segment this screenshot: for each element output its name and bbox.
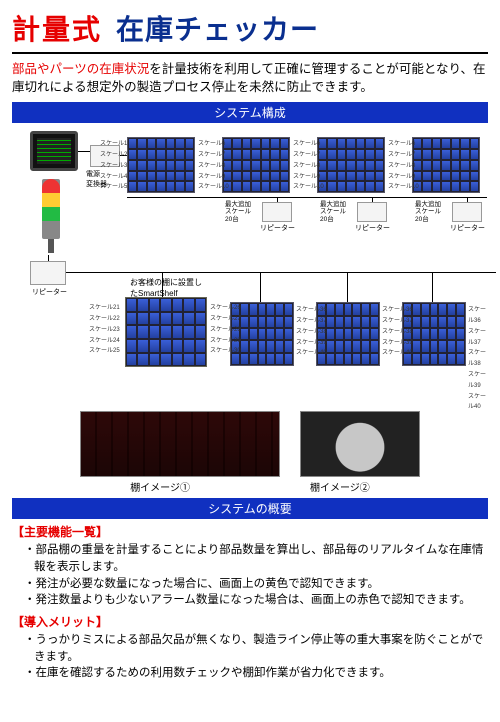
repeater-label: リピーター	[355, 223, 390, 233]
repeater-icon	[357, 202, 387, 222]
merit-item: うっかりミスによる部品欠品が無くなり、製造ライン停止等の重大事案を防ぐことができ…	[18, 632, 488, 665]
scale-labels: スケール36スケール37スケール38スケール39スケール40	[382, 305, 413, 359]
repeater-icon	[452, 202, 482, 222]
smartshelf-unit	[125, 297, 207, 367]
shelf-unit	[127, 137, 195, 193]
scale-labels: スケール21スケール22スケール23スケール24スケール25	[89, 303, 120, 357]
shelf-photo-1	[80, 411, 280, 477]
wire	[78, 151, 90, 152]
repeater-label: リピーター	[450, 223, 485, 233]
scale-labels: スケール6スケール7スケール8スケール9スケール10	[198, 139, 229, 193]
shelf-unit	[317, 137, 385, 193]
feature-item: 発注数量よりも少ないアラーム数量になった場合は、画面上の赤色で認知できます。	[18, 592, 488, 609]
repeater-icon	[30, 261, 66, 285]
wire	[432, 272, 433, 302]
title-part1: 計量式	[12, 8, 102, 48]
features-heading: 【主要機能一覧】	[12, 523, 488, 540]
wire	[260, 272, 261, 302]
add-label: 最大追加 スケール 20台	[225, 201, 251, 222]
merits-heading: 【導入メリット】	[12, 613, 488, 630]
shelf-unit	[412, 137, 480, 193]
smartshelf-caption: お客様の棚に設置し たSmartShelf	[130, 277, 202, 299]
wire	[127, 197, 487, 198]
scale-labels: スケール36スケール37スケール38スケール39スケール40	[296, 305, 327, 359]
merit-item: 在庫を確認するための利用数チェックや棚卸作業が省力化できます。	[18, 665, 488, 682]
feature-item: 発注が必要な数量になった場合に、画面上の黄色で認知できます。	[18, 576, 488, 593]
features-list: 部品棚の重量を計量することにより部品数量を算出し、部品毎のリアルタイムな在庫情報…	[12, 542, 488, 609]
scale-labels: スケール1スケール2スケール3スケール4スケール5	[100, 139, 127, 193]
scale-labels: スケール6スケール7スケール8スケール9スケール10	[293, 139, 324, 193]
section-bar-config: システム構成	[12, 102, 488, 123]
monitor-icon	[30, 131, 78, 171]
title-underline	[12, 52, 488, 54]
signal-tower-icon	[42, 179, 60, 239]
add-label: 最大追加 スケール 20台	[320, 201, 346, 222]
title-part2: 在庫チェッカー	[116, 8, 319, 48]
add-label: 最大追加 スケール 20台	[415, 201, 441, 222]
repeater-icon	[262, 202, 292, 222]
photo-label-2: 棚イメージ②	[310, 479, 370, 494]
scale-labels: スケール6スケール7スケール8スケール9スケール10	[388, 139, 419, 193]
section-bar-overview: システムの概要	[12, 498, 488, 519]
scale-labels: スケール26スケール27スケール28スケール29スケール30	[210, 303, 241, 357]
merits-list: うっかりミスによる部品欠品が無くなり、製造ライン停止等の重大事案を防ぐことができ…	[12, 632, 488, 682]
title: 計量式 在庫チェッカー	[12, 8, 488, 48]
tower-pole	[48, 239, 54, 253]
intro-emphasis: 部品やパーツの在庫状況	[12, 62, 149, 76]
repeater-label: リピーター	[32, 287, 67, 297]
shelf-unit	[222, 137, 290, 193]
repeater-label: リピーター	[260, 223, 295, 233]
system-diagram: 電源 変換器 スケール1スケール2スケール3スケール4スケール5 スケール6スケ…	[12, 127, 488, 407]
scale-labels: スケール36スケール37スケール38スケール39スケール40	[468, 305, 488, 413]
photo-label-1: 棚イメージ①	[130, 479, 190, 494]
intro-text: 部品やパーツの在庫状況を計量技術を利用して正確に管理することが可能となり、在庫切…	[12, 60, 488, 96]
feature-item: 部品棚の重量を計量することにより部品数量を算出し、部品毎のリアルタイムな在庫情報…	[18, 542, 488, 575]
photo-row	[12, 411, 488, 477]
shelf-photo-2	[300, 411, 420, 477]
wire	[347, 272, 348, 302]
